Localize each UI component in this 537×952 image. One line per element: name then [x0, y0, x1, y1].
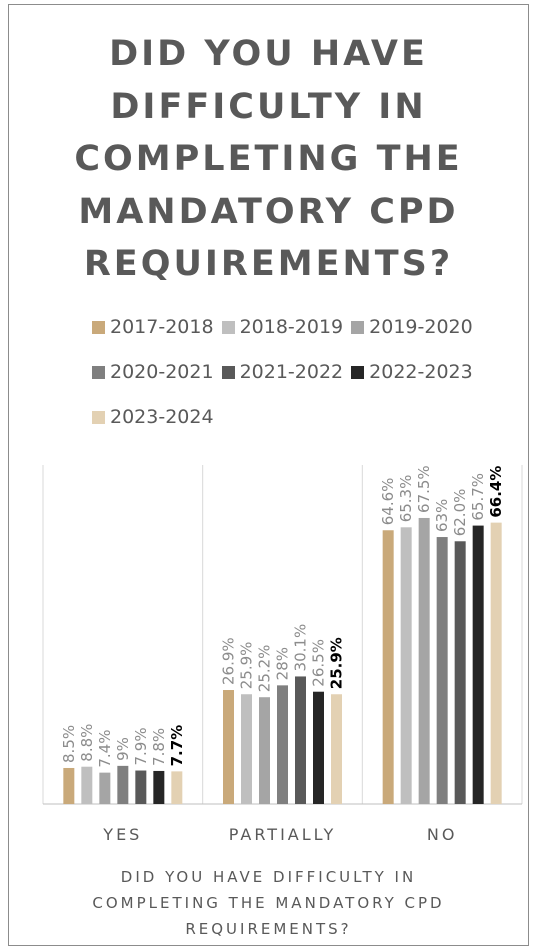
- legend-label: 2021-2022: [239, 361, 344, 383]
- value-label: 9%: [114, 737, 132, 761]
- legend-item: 2018-2019: [221, 312, 344, 342]
- value-label: 8.5%: [60, 725, 78, 763]
- frame: [8, 4, 529, 946]
- legend-item: 2019-2020: [351, 312, 473, 342]
- legend-label: 2022-2023: [369, 361, 473, 383]
- x-tick-label: NO: [427, 825, 458, 844]
- bar: [454, 541, 466, 804]
- value-label: 7.7%: [168, 725, 186, 767]
- legend-item: 2022-2023: [351, 357, 473, 387]
- value-label: 8.8%: [78, 724, 96, 762]
- bar: [472, 525, 484, 804]
- legend-swatch: [92, 410, 105, 424]
- bar: [313, 691, 324, 804]
- value-label: 25.9%: [328, 637, 346, 689]
- bar: [277, 685, 288, 804]
- legend: 2017-2018 2018-2019 2019-2020 2020-2021 2021…: [92, 312, 492, 432]
- bar: [400, 527, 412, 804]
- legend-item: 2021-2022: [221, 357, 344, 387]
- bar: [223, 690, 234, 804]
- bar: [259, 697, 270, 804]
- bar: [63, 767, 75, 804]
- legend-label: 2020-2021: [110, 361, 214, 383]
- value-label: 7.4%: [96, 730, 114, 768]
- legend-item: 2020-2021: [92, 357, 214, 387]
- value-label: 63%: [433, 499, 451, 532]
- legend-item: 2023-2024: [92, 402, 214, 432]
- legend-swatch: [221, 320, 235, 334]
- legend-label: 2019-2020: [369, 316, 473, 338]
- legend-swatch: [351, 320, 365, 334]
- value-label: 26.5%: [310, 639, 328, 687]
- value-label: 65.3%: [397, 475, 415, 523]
- value-label: 26.9%: [220, 637, 238, 685]
- chart-title: DID YOU HAVE DIFFICULTY IN COMPLETING TH…: [74, 34, 463, 284]
- legend-swatch: [92, 365, 105, 379]
- bar: [241, 694, 252, 804]
- value-label: 25.9%: [238, 642, 256, 690]
- chart: YES 8.5% 8.8% 7.4% 9% 7.9% 7.8% 7.7% PARTIALLY 26…: [42, 465, 523, 844]
- value-label: 62.0%: [451, 489, 469, 537]
- value-label: 28%: [274, 647, 292, 680]
- bar: [171, 771, 183, 804]
- x-tick-label: YES: [102, 825, 142, 844]
- value-label: 7.8%: [150, 728, 168, 766]
- value-label: 66.4%: [487, 466, 505, 518]
- value-label: 67.5%: [415, 465, 433, 513]
- bar: [81, 766, 93, 804]
- bar: [331, 694, 342, 804]
- legend-label: 2017-2018: [110, 316, 214, 338]
- value-label: 64.6%: [379, 478, 397, 526]
- value-label: 30.1%: [292, 624, 310, 672]
- bar: [117, 765, 129, 804]
- bar: [382, 530, 394, 804]
- legend-label: 2023-2024: [110, 406, 214, 428]
- value-label: 7.9%: [132, 727, 150, 765]
- bar: [135, 770, 147, 804]
- x-axis-title: DID YOU HAVE DIFFICULTY IN COMPLETING TH…: [92, 868, 445, 938]
- legend-swatch: [92, 320, 105, 334]
- value-label: 65.7%: [469, 473, 487, 521]
- bar: [295, 676, 306, 804]
- legend-swatch: [351, 365, 365, 379]
- bar: [99, 772, 111, 804]
- x-tick-label: PARTIALLY: [229, 825, 336, 844]
- legend-label: 2018-2019: [239, 316, 344, 338]
- legend-swatch: [221, 365, 235, 379]
- bar: [153, 770, 165, 804]
- bar: [436, 537, 448, 804]
- legend-item: 2017-2018: [92, 312, 214, 342]
- bar: [418, 517, 430, 804]
- value-label: 25.2%: [256, 645, 274, 693]
- bar: [490, 522, 502, 804]
